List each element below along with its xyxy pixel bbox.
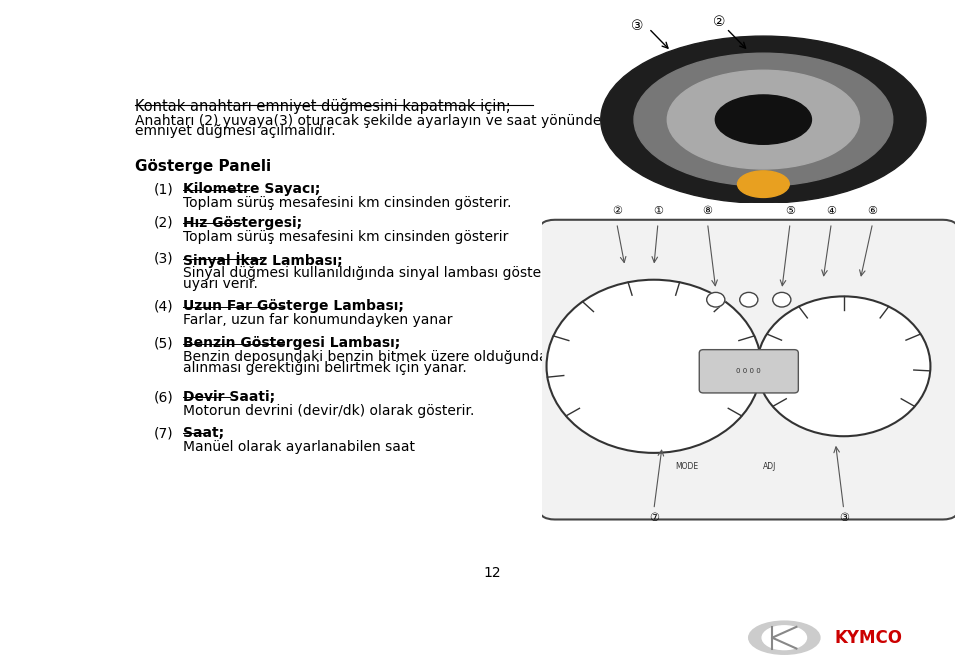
Text: (1): (1): [154, 182, 173, 196]
Text: uyarı verir.: uyarı verir.: [183, 277, 258, 291]
Text: Toplam sürüş mesafesini km cinsinden gösterir: Toplam sürüş mesafesini km cinsinden gös…: [183, 230, 509, 244]
Text: Farlar, uzun far konumundayken yanar: Farlar, uzun far konumundayken yanar: [183, 313, 453, 327]
Circle shape: [715, 95, 811, 145]
Text: emniyet düğmesi açılmalıdır.: emniyet düğmesi açılmalıdır.: [134, 123, 335, 137]
Text: Toplam sürüş mesafesini km cinsinden gösterir.: Toplam sürüş mesafesini km cinsinden gös…: [183, 196, 512, 210]
Text: ⑧: ⑧: [703, 206, 712, 216]
Text: (3): (3): [154, 252, 173, 266]
Text: Hız Göstergesi;: Hız Göstergesi;: [183, 216, 302, 230]
Circle shape: [740, 292, 757, 307]
FancyBboxPatch shape: [539, 220, 959, 519]
Text: ⑥: ⑥: [868, 206, 877, 216]
Circle shape: [546, 280, 761, 453]
Circle shape: [773, 292, 791, 307]
Ellipse shape: [762, 626, 806, 649]
Text: Kontak anahtarı emniyet düğmesini kapatmak için;: Kontak anahtarı emniyet düğmesini kapatm…: [134, 98, 511, 114]
Text: ③: ③: [839, 513, 849, 523]
Text: Gösterge Paneli: Gösterge Paneli: [134, 159, 271, 174]
Text: Manüel olarak ayarlanabilen saat: Manüel olarak ayarlanabilen saat: [183, 440, 416, 454]
FancyBboxPatch shape: [699, 350, 799, 393]
Text: KYMCO: KYMCO: [835, 629, 903, 647]
Text: Uzun Far Gösterge Lambası;: Uzun Far Gösterge Lambası;: [183, 300, 404, 314]
Text: (4): (4): [154, 300, 173, 314]
Text: ④: ④: [827, 206, 836, 216]
Circle shape: [737, 171, 789, 197]
Text: (7): (7): [154, 426, 173, 440]
Text: Benzin deposundaki benzin bitmek üzere olduğunda en kısa zamanda benzin: Benzin deposundaki benzin bitmek üzere o…: [183, 350, 721, 364]
Text: Saat;: Saat;: [183, 426, 225, 440]
Text: Benzin Göstergesi Lambası;: Benzin Göstergesi Lambası;: [183, 336, 400, 350]
Circle shape: [667, 71, 859, 169]
Text: Sinyal düğmesi kullanıldığında sinyal lambası göstergede yanıp sönerek: Sinyal düğmesi kullanıldığında sinyal la…: [183, 266, 684, 280]
Text: (5): (5): [154, 336, 173, 350]
Text: ②: ②: [712, 15, 726, 29]
Text: MODE: MODE: [675, 462, 699, 471]
Text: 0 0 0 0: 0 0 0 0: [736, 368, 761, 374]
Circle shape: [601, 36, 926, 203]
Text: ②: ②: [612, 206, 622, 216]
Circle shape: [707, 292, 725, 307]
Text: ①: ①: [653, 206, 663, 216]
Text: (2): (2): [154, 216, 173, 230]
Text: Sinyal İkaz Lambası;: Sinyal İkaz Lambası;: [183, 252, 343, 268]
Text: ③: ③: [632, 19, 644, 33]
Text: alınması gerektiğini belirtmek için yanar.: alınması gerektiğini belirtmek için yana…: [183, 362, 467, 376]
Circle shape: [757, 296, 930, 436]
Text: Anahtarı (2) yuvaya(3) oturacak şekilde ayarlayın ve saat yönünde çevirin,: Anahtarı (2) yuvaya(3) oturacak şekilde …: [134, 115, 657, 129]
Text: ADJ: ADJ: [763, 462, 776, 471]
Text: ⑦: ⑦: [649, 513, 659, 523]
Text: ⑤: ⑤: [785, 206, 795, 216]
Circle shape: [634, 53, 893, 186]
Text: Kilometre Sayacı;: Kilometre Sayacı;: [183, 182, 321, 196]
Text: (6): (6): [154, 390, 173, 404]
Text: Devir Saati;: Devir Saati;: [183, 390, 276, 404]
Ellipse shape: [749, 621, 820, 654]
Text: Motorun devrini (devir/dk) olarak gösterir.: Motorun devrini (devir/dk) olarak göster…: [183, 404, 474, 418]
Text: 12: 12: [483, 566, 501, 580]
